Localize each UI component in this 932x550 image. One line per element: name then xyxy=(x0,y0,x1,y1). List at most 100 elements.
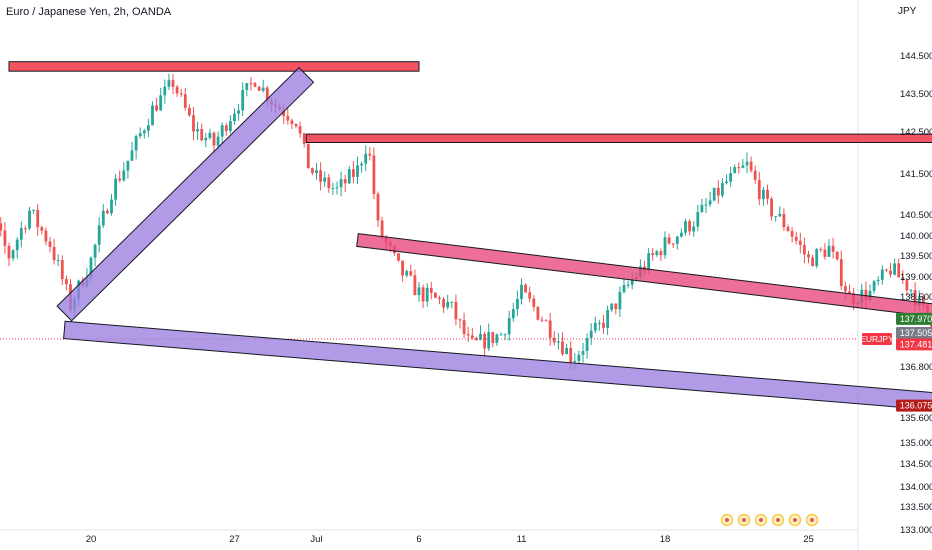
candle-body xyxy=(872,281,876,291)
candle-body xyxy=(688,221,691,232)
candle-body xyxy=(130,150,134,161)
x-tick-label: 20 xyxy=(86,534,97,545)
candle-body xyxy=(692,226,696,232)
candle-body xyxy=(15,239,19,251)
candle-body xyxy=(889,270,892,275)
x-tick-label: Jul xyxy=(310,534,322,545)
candle-body xyxy=(380,220,384,238)
candle-body xyxy=(483,333,486,349)
candle-body xyxy=(372,155,376,194)
event-marker-dot xyxy=(776,518,780,522)
candle-body xyxy=(110,199,113,214)
candle-body xyxy=(811,257,814,267)
y-tick-label: 138.500 xyxy=(900,292,932,303)
candle-body xyxy=(302,133,306,144)
candle-body xyxy=(561,341,564,355)
candle-body xyxy=(163,86,167,96)
candle-body xyxy=(188,107,191,116)
candle-body xyxy=(196,128,199,132)
candle-body xyxy=(93,244,97,258)
candle-body xyxy=(585,338,589,351)
candle-body xyxy=(212,132,216,146)
candle-body xyxy=(360,163,363,166)
candle-body xyxy=(548,320,552,338)
candle-body xyxy=(725,181,728,183)
price-tag xyxy=(896,312,932,325)
candle-body xyxy=(319,170,322,182)
candle-body xyxy=(138,133,142,137)
candle-body xyxy=(733,167,737,174)
channel-upper-descending xyxy=(356,233,932,318)
candle-body xyxy=(462,320,466,335)
candle-body xyxy=(786,227,790,232)
candle-body xyxy=(540,319,544,321)
resistance-zone-2 xyxy=(305,133,932,144)
x-tick-label: 6 xyxy=(416,534,421,545)
candle-body xyxy=(364,153,368,164)
y-tick-label: 144.500 xyxy=(900,51,932,62)
candle-body xyxy=(335,187,339,189)
candle-body xyxy=(774,216,778,218)
candle-body xyxy=(823,249,827,257)
candle-body xyxy=(44,230,48,242)
candle-body xyxy=(819,249,823,251)
price-tag-label: 136.075 xyxy=(900,401,932,411)
price-tag-label: 137.970 xyxy=(900,314,932,324)
candle-body xyxy=(220,125,224,137)
y-tick-label: 140.500 xyxy=(900,210,932,221)
candle-body xyxy=(520,284,523,300)
y-tick-label: 142.500 xyxy=(900,127,932,138)
candle-body xyxy=(839,259,843,287)
candle-body xyxy=(499,334,503,336)
candle-body xyxy=(626,284,630,286)
candle-body xyxy=(147,125,150,131)
candle-body xyxy=(175,86,179,94)
candle-body xyxy=(48,241,52,248)
candle-body xyxy=(598,322,601,324)
candle-body xyxy=(7,245,11,259)
candle-body xyxy=(286,116,290,121)
candle-body xyxy=(704,204,708,206)
candle-body xyxy=(171,80,175,87)
candle-body xyxy=(651,253,655,255)
candle-body xyxy=(265,87,269,102)
candle-body xyxy=(282,110,286,117)
candle-body xyxy=(401,260,404,276)
candle-body xyxy=(659,251,663,256)
candle-body xyxy=(753,170,757,180)
candle-body xyxy=(434,292,437,298)
candle-body xyxy=(343,179,347,184)
candle-body xyxy=(507,318,511,335)
candle-body xyxy=(544,320,548,322)
candle-body xyxy=(475,338,478,340)
candle-body xyxy=(376,193,380,221)
candle-body xyxy=(618,291,622,310)
candle-body xyxy=(864,289,868,301)
candle-body xyxy=(503,334,507,336)
candle-body xyxy=(24,228,27,230)
candle-body xyxy=(224,125,228,131)
candle-body xyxy=(409,271,413,276)
candle-body xyxy=(622,285,626,292)
y-tick-label: 141.500 xyxy=(900,169,932,180)
candle-body xyxy=(782,213,786,228)
candle-body xyxy=(671,243,675,245)
candle-body xyxy=(606,309,609,328)
symbol-tag-label: EURJPY xyxy=(860,334,894,344)
candle-body xyxy=(106,210,109,214)
candle-body xyxy=(368,153,372,156)
candle-body xyxy=(552,337,556,343)
candle-body xyxy=(97,225,101,245)
candle-body xyxy=(835,251,839,260)
candle-body xyxy=(151,105,154,126)
y-tick-label: 143.500 xyxy=(900,89,932,100)
candle-body xyxy=(233,113,236,122)
candle-body xyxy=(446,302,450,308)
candle-body xyxy=(257,86,261,91)
candle-body xyxy=(848,291,851,294)
candle-body xyxy=(573,360,577,363)
candle-body xyxy=(241,89,245,111)
candle-body xyxy=(253,83,257,87)
candle-body xyxy=(762,189,765,200)
